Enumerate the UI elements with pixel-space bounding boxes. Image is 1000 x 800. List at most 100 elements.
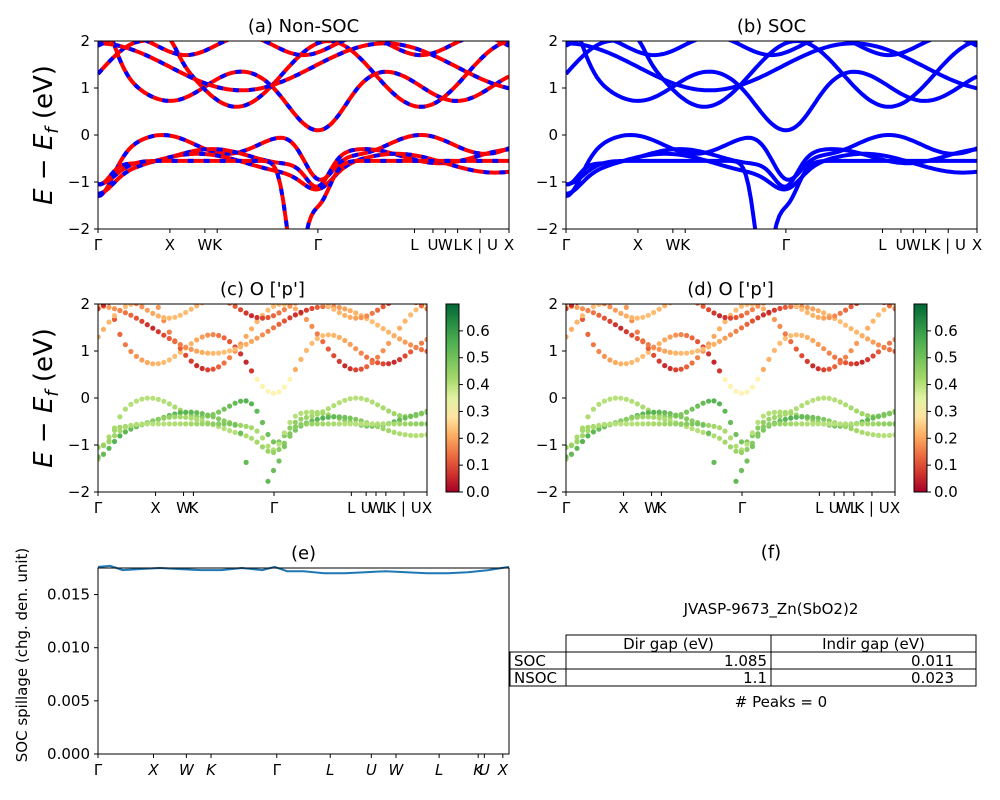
scatter-point [342, 414, 348, 420]
scatter-point [128, 304, 134, 307]
scatter-point [843, 307, 849, 313]
scatter-point [788, 304, 794, 306]
scatter-point [579, 433, 586, 439]
scatter-point [386, 408, 392, 414]
scatter-point [711, 333, 717, 339]
scatter-point [892, 348, 895, 354]
scatter-point [216, 332, 222, 339]
x-tick-label: L [921, 236, 930, 254]
scatter-point [700, 304, 706, 309]
scatter-point [722, 439, 728, 445]
x-tick-label: Γ [562, 236, 571, 254]
scatter-point [101, 282, 106, 287]
scatter-point [777, 297, 782, 302]
scatter-point [788, 415, 794, 421]
scatter-point [601, 398, 608, 404]
x-tick-label: Γ [562, 499, 571, 517]
scatter-point [700, 422, 706, 428]
scatter-point [618, 361, 624, 367]
scatter-point [364, 354, 370, 360]
scatter-point [369, 360, 375, 366]
scatter-point [623, 329, 629, 335]
scatter-point [358, 421, 364, 427]
scatter-point [722, 428, 728, 434]
scatter-point [325, 414, 331, 420]
scatter-point [402, 353, 408, 359]
scatter-point [722, 531, 727, 536]
scatter-point [733, 314, 739, 321]
scatter-point [402, 339, 408, 345]
scatter-point [645, 345, 651, 351]
scatter-point [265, 314, 271, 321]
scatter-point [320, 339, 326, 345]
scatter-point [788, 304, 794, 310]
scatter-point [744, 441, 750, 447]
x-tick-label: L [850, 499, 859, 517]
scatter-point [771, 409, 778, 415]
scatter-point [865, 431, 871, 437]
scatter-point [281, 307, 287, 313]
scatter-point [298, 416, 304, 422]
scatter-point [375, 307, 381, 313]
scatter-point [183, 421, 189, 427]
scatter-point [733, 448, 739, 454]
scatter-point [331, 414, 337, 420]
scatter-point [150, 310, 156, 316]
scatter-point [566, 454, 569, 460]
scatter-point [336, 421, 342, 427]
scatter-point [320, 410, 326, 416]
scatter-point [408, 413, 414, 419]
scatter-point [612, 322, 619, 328]
scatter-point [612, 421, 619, 427]
scatter-point [837, 360, 843, 366]
scatter-point [700, 400, 706, 406]
nsoc-band-line [98, 41, 509, 58]
scatter-point [733, 307, 739, 313]
scatter-point [314, 416, 320, 422]
scatter-point [777, 305, 783, 312]
scatter-point [199, 421, 205, 427]
scatter-point [612, 395, 619, 401]
scatter-point [315, 298, 320, 303]
scatter-point [634, 315, 640, 321]
scatter-point [232, 304, 238, 309]
scatter-point [766, 416, 772, 422]
scatter-point [243, 433, 249, 439]
scatter-point [799, 421, 805, 427]
scatter-point [117, 428, 123, 434]
table-row-label: SOC [514, 652, 546, 670]
scatter-point [815, 366, 821, 372]
scatter-point [265, 448, 271, 454]
scatter-point [679, 297, 684, 302]
scatter-point [673, 332, 679, 338]
scatter-point [303, 307, 309, 313]
colorbar-tick-label: 0.1 [466, 456, 490, 474]
scatter-point [216, 350, 222, 356]
colorbar: 0.0 0.1 0.2 0.3 0.4 0.5 0.6 [445, 303, 490, 501]
scatter-point [727, 332, 734, 338]
scatter-point [254, 428, 260, 434]
x-tick-label: U [479, 761, 490, 779]
scatter-point [689, 349, 695, 355]
scatter-point [716, 313, 723, 319]
scatter-point [892, 304, 895, 307]
scatter-point [716, 338, 723, 344]
scatter-point [585, 307, 591, 314]
scatter-point [722, 319, 728, 325]
scatter-point [700, 429, 706, 435]
scatter-point [166, 329, 172, 335]
scatter-point [804, 358, 810, 364]
scatter-point [375, 360, 381, 366]
scatter-point [706, 351, 712, 357]
figure-id: JVASP-9673_Zn(SbO2)2 [683, 600, 859, 619]
scatter-point [881, 433, 887, 439]
scatter-point [188, 306, 194, 312]
scatter-point [418, 304, 425, 308]
scatter-point [821, 421, 827, 427]
scatter-point [287, 431, 293, 437]
scatter-point [673, 350, 679, 356]
scatter-point [325, 304, 331, 309]
scatter-point [837, 310, 843, 316]
scatter-point [331, 332, 337, 338]
scatter-point [336, 304, 342, 311]
